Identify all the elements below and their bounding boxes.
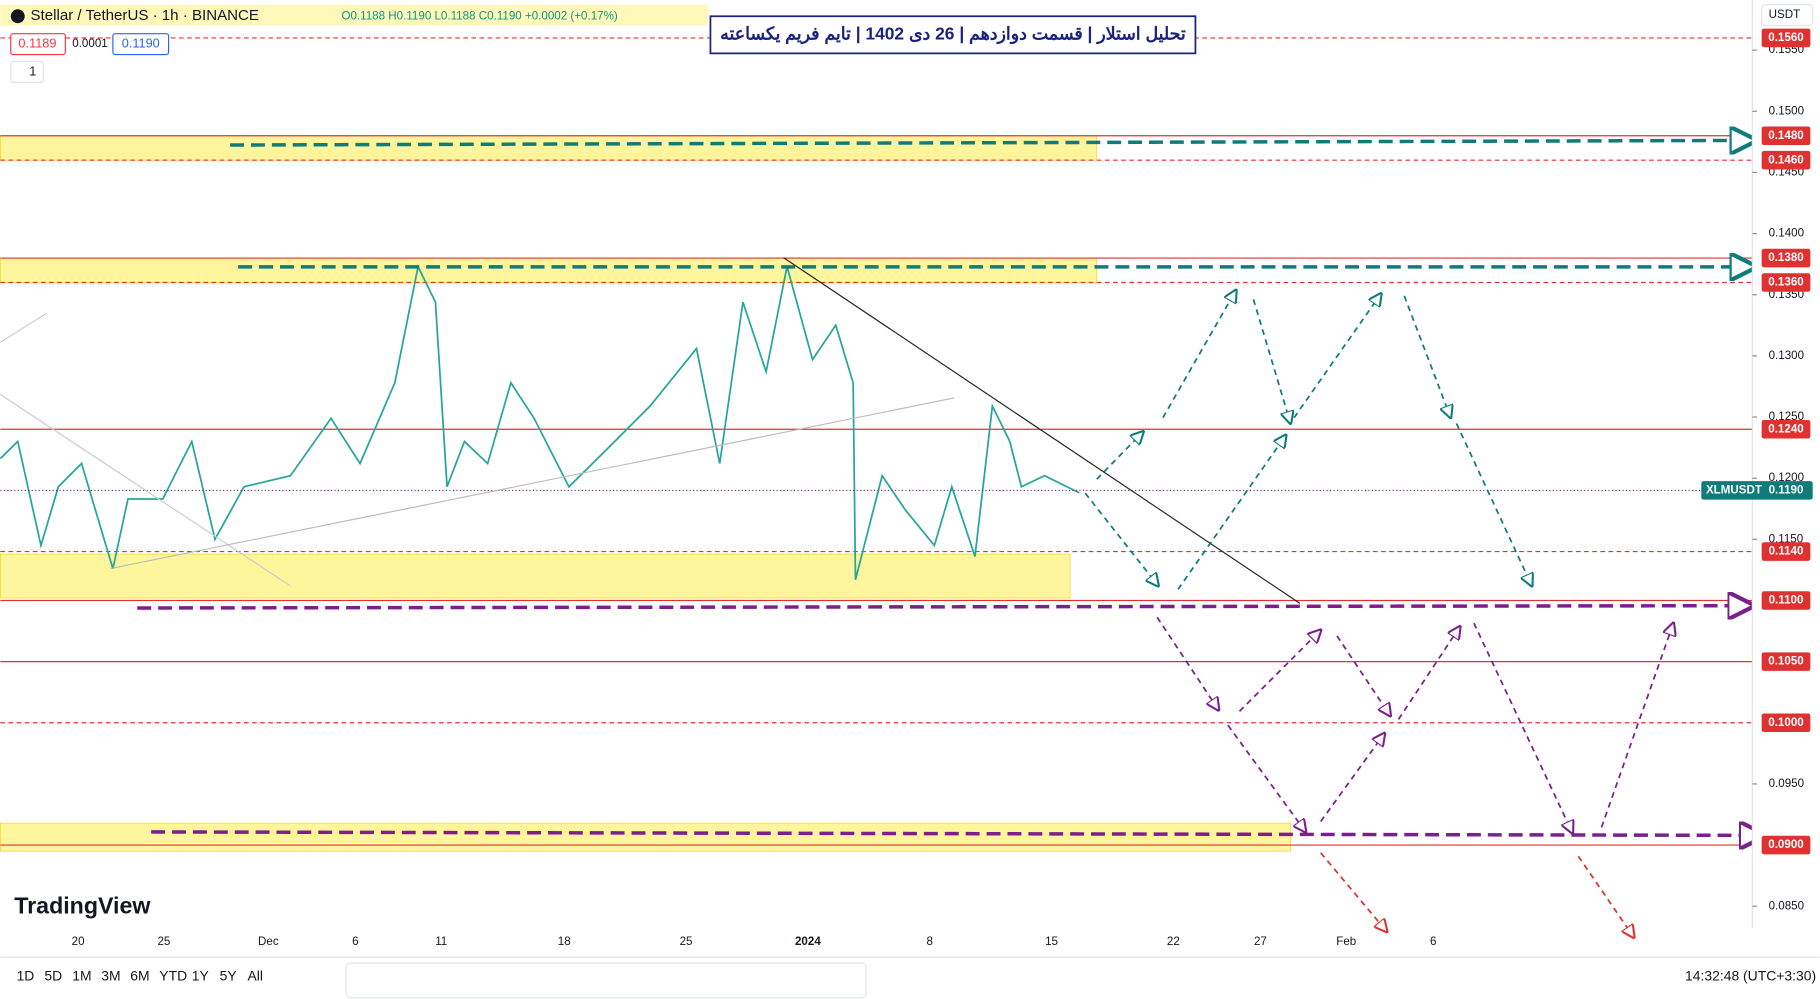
x-label: 8 bbox=[926, 935, 932, 948]
level-tag bbox=[1761, 591, 1811, 610]
level-tag bbox=[1761, 273, 1811, 292]
x-label: 15 bbox=[1045, 935, 1058, 948]
interval-box[interactable] bbox=[10, 60, 44, 83]
range-button[interactable]: YTD bbox=[159, 968, 187, 984]
y-tick-label: 0.1250 bbox=[1769, 410, 1804, 423]
level-label: 0.1000 bbox=[1768, 716, 1803, 729]
range-button[interactable]: 1M bbox=[72, 968, 91, 984]
level-label: 0.1050 bbox=[1768, 655, 1803, 668]
x-label: 18 bbox=[558, 935, 571, 948]
spread: 0.0001 bbox=[72, 37, 107, 50]
zone bbox=[0, 822, 1291, 852]
range-button[interactable]: 5Y bbox=[220, 968, 237, 984]
currency-box[interactable] bbox=[1761, 4, 1814, 27]
level-label: 0.1100 bbox=[1769, 594, 1804, 607]
y-tick-label: 0.1400 bbox=[1769, 227, 1804, 240]
ask-box[interactable] bbox=[112, 33, 170, 56]
level-tag bbox=[1761, 248, 1811, 268]
interval[interactable]: 1 bbox=[29, 63, 36, 78]
level-tag bbox=[1761, 150, 1811, 170]
drawings bbox=[0, 140, 1764, 937]
x-label: 11 bbox=[435, 935, 447, 948]
header-bg bbox=[0, 4, 709, 26]
level-tag bbox=[1761, 542, 1811, 561]
level-label: 0.1140 bbox=[1769, 545, 1804, 558]
last-price-name: XLMUSDT bbox=[1706, 483, 1762, 496]
x-label: 6 bbox=[352, 935, 358, 948]
level-label: 0.1460 bbox=[1768, 153, 1803, 166]
bid[interactable]: 0.1189 bbox=[18, 35, 56, 50]
level-label: 0.0900 bbox=[1768, 838, 1803, 851]
x-label: 25 bbox=[680, 935, 693, 948]
range-button[interactable]: 5D bbox=[44, 968, 62, 984]
x-label: Feb bbox=[1336, 935, 1356, 948]
y-tick-label: 0.1150 bbox=[1769, 532, 1804, 545]
x-label: 22 bbox=[1167, 935, 1180, 948]
x-label: 2024 bbox=[795, 935, 821, 948]
zone bbox=[0, 135, 1098, 161]
y-tick-label: 0.1500 bbox=[1769, 104, 1804, 117]
level-tag bbox=[1761, 652, 1811, 671]
x-label: 25 bbox=[157, 935, 170, 948]
title-box bbox=[709, 15, 1197, 55]
level-tag bbox=[1761, 28, 1811, 48]
bid-box[interactable] bbox=[10, 33, 66, 56]
level-label: 0.1380 bbox=[1768, 251, 1803, 264]
last-price-tag bbox=[1701, 481, 1813, 500]
symbol-icon bbox=[10, 9, 25, 24]
currency[interactable]: USDT bbox=[1769, 8, 1801, 21]
level-tag bbox=[1761, 835, 1811, 855]
range-button[interactable]: 3M bbox=[101, 968, 120, 984]
ask[interactable]: 0.1190 bbox=[122, 35, 160, 50]
level-label: 0.1240 bbox=[1768, 422, 1803, 435]
range-button[interactable]: All bbox=[247, 968, 262, 984]
range-button[interactable]: 1Y bbox=[192, 968, 209, 984]
clock: 14:32:48 (UTC+3:30) bbox=[1685, 968, 1816, 984]
x-label: 20 bbox=[72, 935, 85, 948]
price-line bbox=[0, 263, 1080, 580]
x-label: 6 bbox=[1430, 935, 1436, 948]
level-tag bbox=[1761, 713, 1811, 733]
level-label: 0.1480 bbox=[1768, 129, 1803, 142]
zone bbox=[0, 257, 1098, 283]
logo: TradingView bbox=[14, 892, 151, 918]
level-tag bbox=[1761, 126, 1811, 146]
symbol: Stellar / TetherUS · 1h · BINANCE bbox=[31, 7, 259, 24]
x-label: Dec bbox=[258, 935, 279, 948]
zone bbox=[0, 553, 1071, 599]
y-tick-label: 0.1300 bbox=[1769, 349, 1804, 362]
level-label: 0.1560 bbox=[1768, 31, 1803, 44]
drawing-toolbar[interactable] bbox=[345, 962, 867, 999]
range-button[interactable]: 1D bbox=[17, 968, 35, 984]
y-tick-label: 0.0850 bbox=[1769, 899, 1804, 912]
ohlc: O0.1188 H0.1190 L0.1188 C0.1190 +0.0002 … bbox=[341, 9, 617, 22]
title: تحلیل استلار | قسمت دوازدهم | 26 دی 1402… bbox=[720, 23, 1186, 44]
y-tick-label: 0.1200 bbox=[1769, 471, 1804, 484]
y-tick-label: 0.0950 bbox=[1769, 777, 1804, 790]
range-button[interactable]: 6M bbox=[130, 968, 149, 984]
last-price-label: 0.1190 bbox=[1769, 483, 1804, 496]
level-label: 0.1360 bbox=[1768, 276, 1803, 289]
level-tag bbox=[1761, 419, 1811, 439]
x-label: 27 bbox=[1254, 935, 1267, 948]
